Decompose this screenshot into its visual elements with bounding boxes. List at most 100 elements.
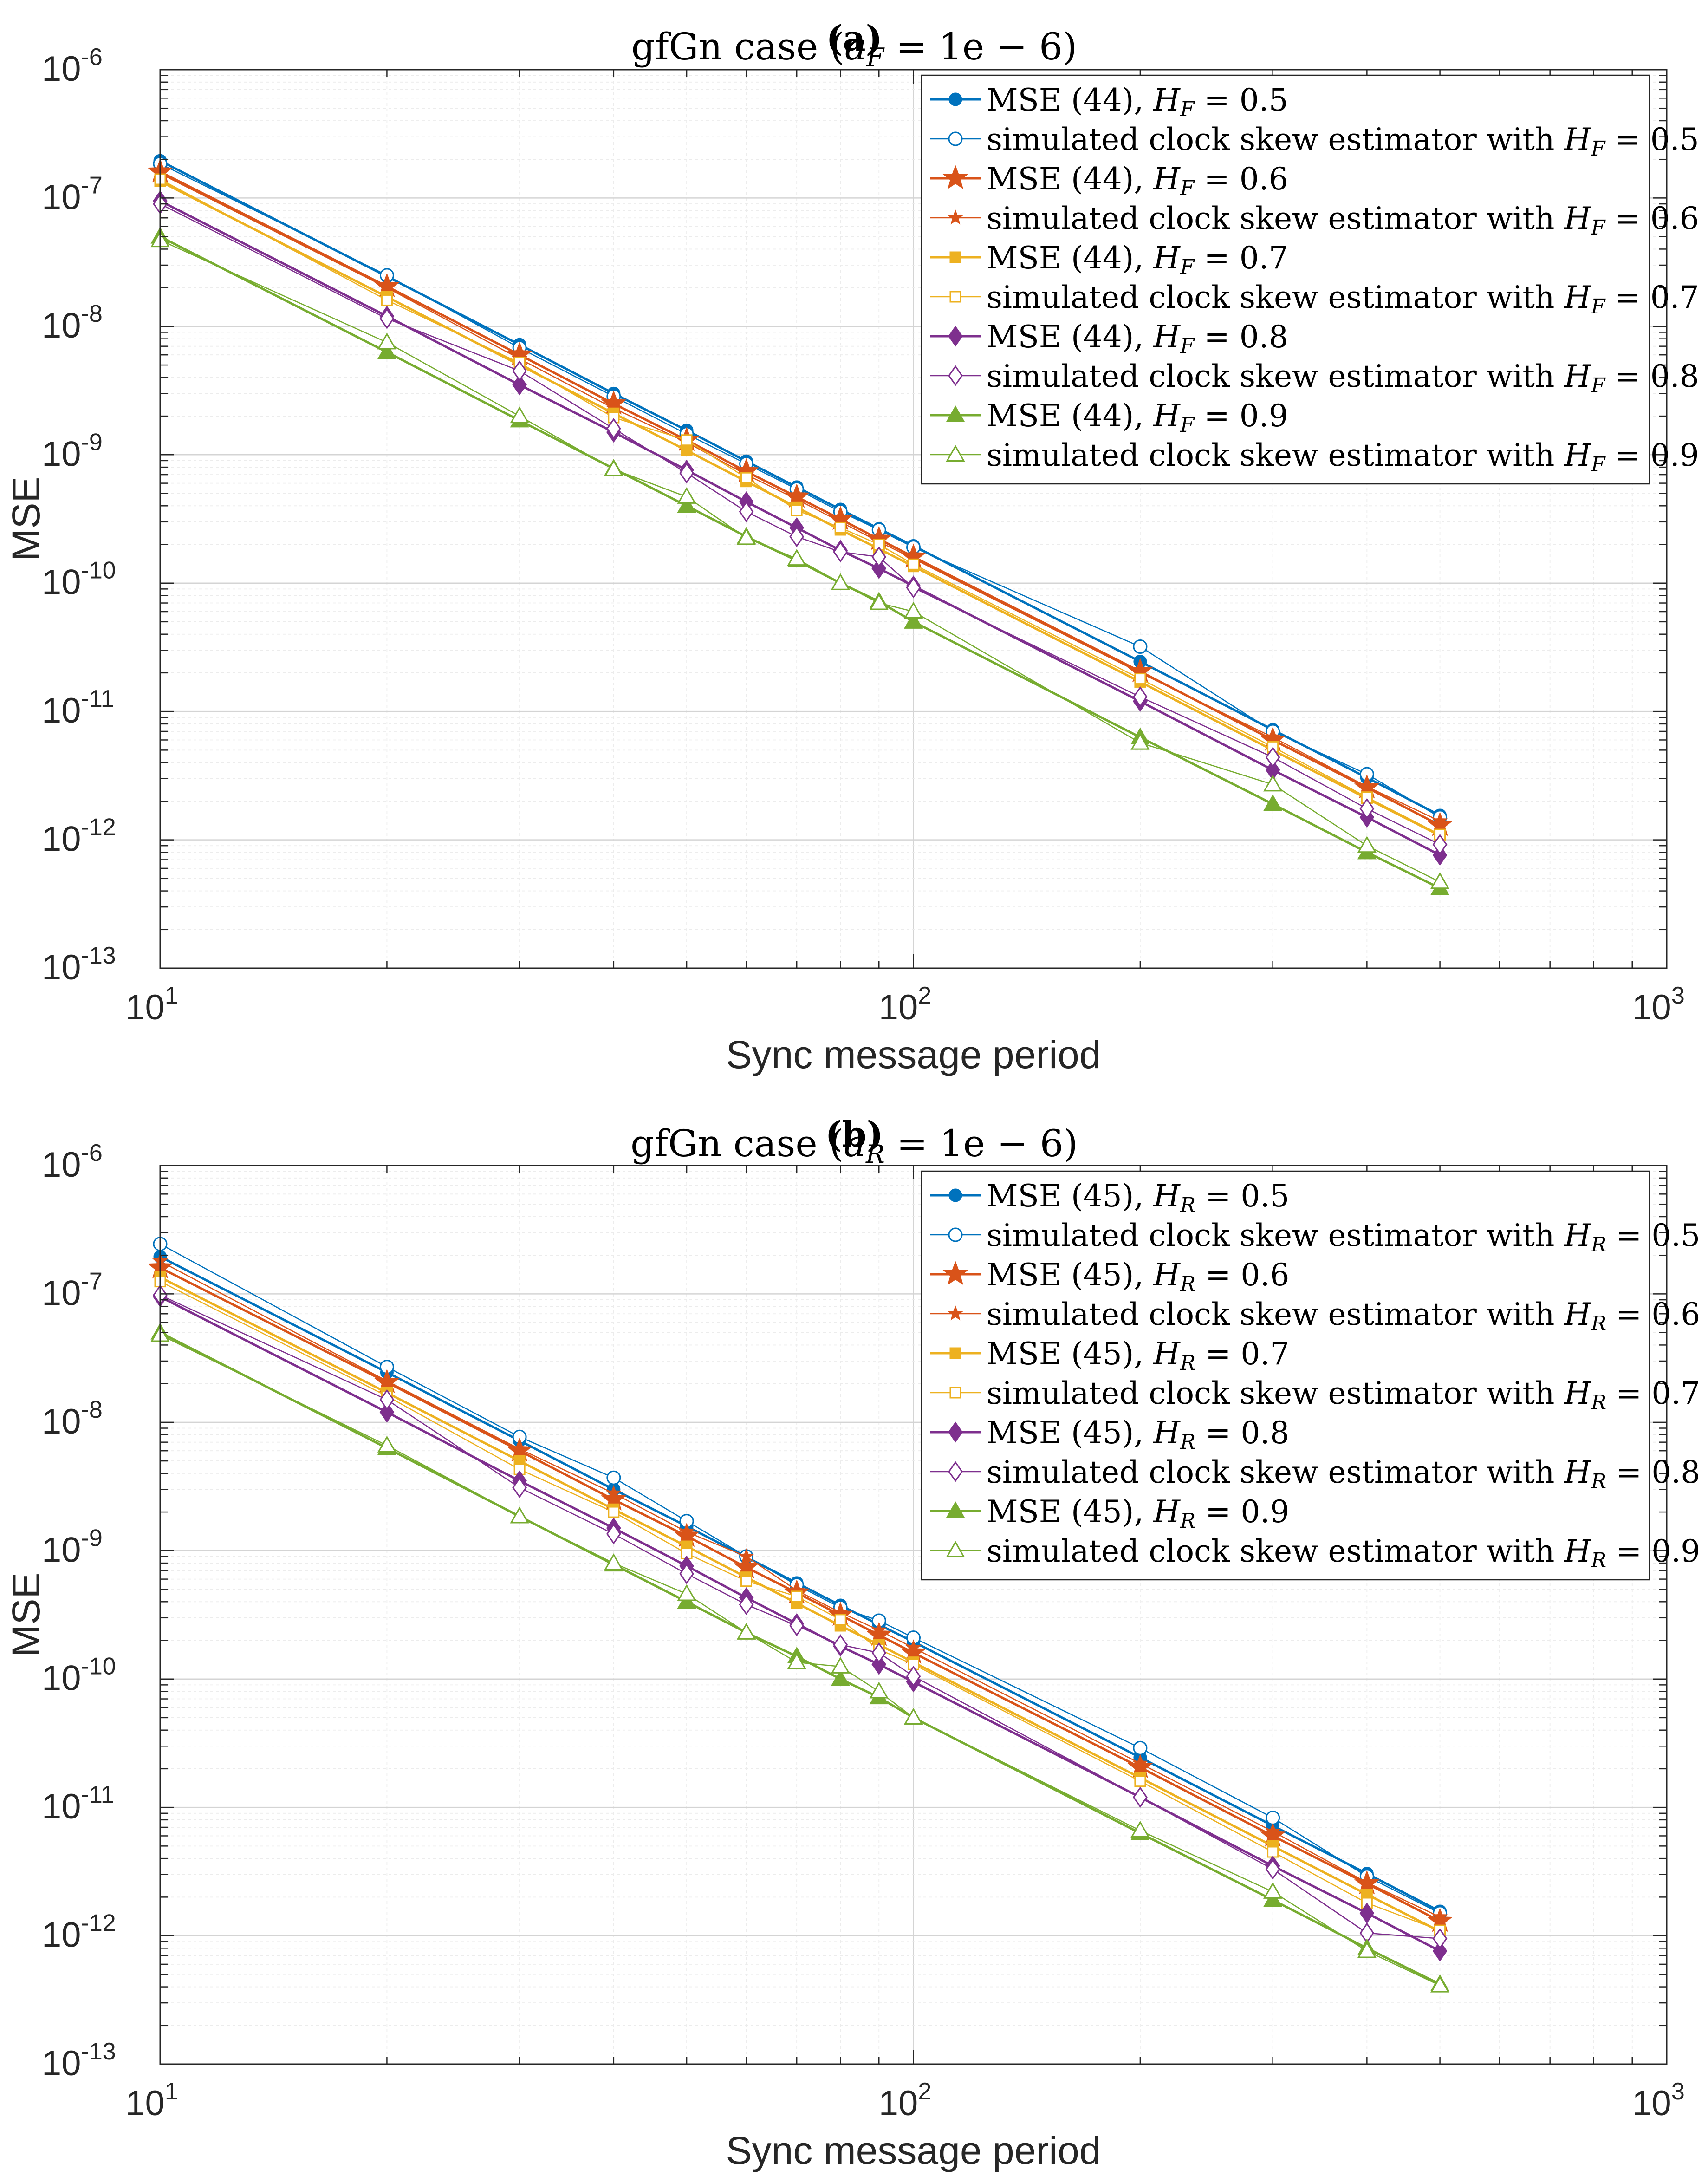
legend-marker <box>948 1188 962 1202</box>
data-point <box>1263 1890 1283 1907</box>
ticks <box>159 1166 1667 2065</box>
legend-item: simulated clock skew estimator with HF =… <box>930 201 1699 240</box>
data-point <box>869 1681 889 1699</box>
y-tick-label: 10-10 <box>42 1653 116 1698</box>
data-point <box>377 1435 397 1453</box>
y-axis-label: MSE <box>4 1572 48 1657</box>
legend-label: MSE (44), HF = 0.9 <box>987 398 1288 437</box>
legend-item: simulated clock skew estimator with HR =… <box>930 1375 1700 1414</box>
data-point <box>1432 813 1448 828</box>
data-point <box>677 496 696 513</box>
data-point <box>1265 1858 1280 1880</box>
data-point <box>512 360 527 382</box>
data-point <box>1432 844 1448 866</box>
data-point <box>903 602 923 619</box>
legend-item: MSE (44), HF = 0.6 <box>930 161 1288 200</box>
legend-marker <box>947 1305 964 1321</box>
data-point <box>1359 1874 1375 1890</box>
x-tick-label: 103 <box>1632 2078 1684 2123</box>
data-point <box>833 541 848 563</box>
data-point <box>1266 1811 1280 1825</box>
data-point <box>1133 1740 1148 1755</box>
data-point <box>377 332 397 350</box>
data-point <box>736 1623 756 1640</box>
legend-label: simulated clock skew estimator with HF =… <box>987 358 1699 398</box>
data-point <box>906 577 921 599</box>
legend-label: simulated clock skew estimator with HR =… <box>987 1297 1700 1336</box>
y-tick-label: 10-12 <box>42 814 116 859</box>
legend-marker <box>949 1347 961 1359</box>
series-group <box>147 1237 1453 1993</box>
data-point <box>791 504 803 516</box>
data-point <box>679 1524 695 1539</box>
data-point <box>906 1666 921 1687</box>
legend-item: simulated clock skew estimator with HR =… <box>930 1533 1700 1572</box>
legend-marker <box>946 1540 965 1557</box>
legend-item: simulated clock skew estimator with HF =… <box>930 437 1699 476</box>
data-point <box>871 1622 887 1637</box>
x-axis-label: Sync message period <box>726 1033 1101 1076</box>
legend-marker <box>948 1421 963 1443</box>
data-point <box>1432 1909 1448 1924</box>
x-axis-label: Sync message period <box>726 2129 1101 2172</box>
panel-label: (b) <box>825 1114 883 1155</box>
legend-item: simulated clock skew estimator with HF =… <box>930 280 1699 319</box>
series-line <box>160 1334 1441 1986</box>
data-point <box>1130 733 1150 750</box>
series-8 <box>153 1284 1448 1949</box>
chart-title: gfGn case (aR = 1e − 6) <box>630 1122 1078 1169</box>
data-point <box>1359 778 1375 794</box>
series-line <box>160 1294 1440 1939</box>
data-point <box>1263 1882 1283 1899</box>
legend-marker <box>946 405 965 422</box>
panel-label: (a) <box>826 18 882 59</box>
series-line <box>160 178 1441 835</box>
legend-item: simulated clock skew estimator with HR =… <box>930 1218 1700 1257</box>
data-point <box>787 1652 806 1669</box>
legend-label: MSE (45), HR = 0.6 <box>987 1257 1289 1296</box>
data-point <box>789 1615 805 1636</box>
data-point <box>1432 1940 1448 1962</box>
data-point <box>787 549 806 566</box>
legend-label: MSE (45), HR = 0.9 <box>987 1494 1289 1533</box>
legend-item: MSE (45), HR = 0.8 <box>930 1415 1289 1454</box>
data-point <box>606 1470 621 1485</box>
legend-item: MSE (44), HF = 0.7 <box>930 240 1288 279</box>
legend-label: MSE (45), HR = 0.5 <box>987 1178 1289 1217</box>
legend-label: MSE (45), HR = 0.8 <box>987 1415 1289 1454</box>
data-point <box>604 459 623 476</box>
legend-item: simulated clock skew estimator with HF =… <box>930 122 1699 161</box>
legend-label: simulated clock skew estimator with HR =… <box>987 1533 1700 1572</box>
series-line <box>159 160 1441 817</box>
data-point <box>1432 834 1448 855</box>
legend-item: MSE (45), HR = 0.6 <box>930 1257 1289 1296</box>
data-point <box>1263 794 1283 811</box>
legend-marker <box>947 209 964 225</box>
data-point <box>791 1590 803 1603</box>
data-point <box>833 1634 848 1655</box>
y-tick-label: 10-13 <box>42 942 116 987</box>
legend-item: MSE (44), HF = 0.5 <box>930 82 1288 121</box>
legend-label: simulated clock skew estimator with HR =… <box>987 1218 1700 1257</box>
data-point <box>606 1523 621 1544</box>
y-tick-label: 10-11 <box>42 685 114 730</box>
legend-label: MSE (44), HF = 0.8 <box>987 319 1288 358</box>
data-point <box>379 279 395 295</box>
legend-marker <box>948 131 963 146</box>
data-point <box>608 1506 620 1518</box>
legend-label: simulated clock skew estimator with HR =… <box>987 1454 1700 1493</box>
legend-marker <box>946 444 965 462</box>
x-tick-label: 103 <box>1632 982 1684 1027</box>
legend-marker <box>946 1501 965 1518</box>
x-tick-label: 101 <box>125 2078 178 2123</box>
data-point <box>1265 747 1280 768</box>
legend-label: MSE (44), HF = 0.6 <box>987 161 1288 200</box>
data-point <box>1357 1941 1377 1958</box>
data-point <box>379 1401 395 1423</box>
legend-marker <box>949 291 961 303</box>
data-point <box>789 526 805 547</box>
data-point <box>1432 1928 1448 1949</box>
